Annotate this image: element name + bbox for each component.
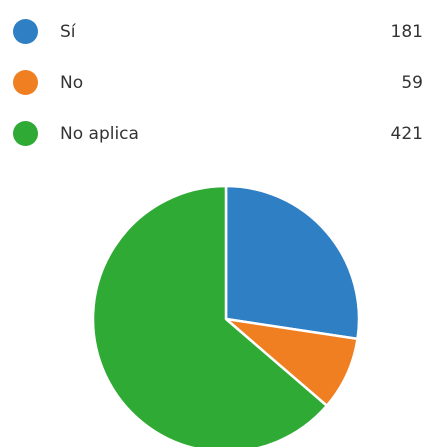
legend-label-no-aplica: No aplica xyxy=(60,124,139,144)
legend-item-no[interactable]: No 59 xyxy=(0,63,433,103)
legend-value-no-aplica: 421 xyxy=(390,124,423,144)
legend-swatch-no xyxy=(13,70,38,95)
pie-chart xyxy=(91,184,361,447)
legend-item-si[interactable]: Sí 181 xyxy=(0,12,433,52)
legend-label-no: No xyxy=(60,73,84,93)
legend-value-no: 59 xyxy=(401,73,423,93)
legend-value-si: 181 xyxy=(390,22,423,42)
legend-swatch-no-aplica xyxy=(13,121,38,146)
legend-label-si: Sí xyxy=(60,22,76,42)
pie-slice-si[interactable] xyxy=(224,184,361,341)
legend-swatch-si xyxy=(13,19,38,44)
pie-chart-area xyxy=(0,180,433,447)
legend-item-no-aplica[interactable]: No aplica 421 xyxy=(0,114,433,154)
